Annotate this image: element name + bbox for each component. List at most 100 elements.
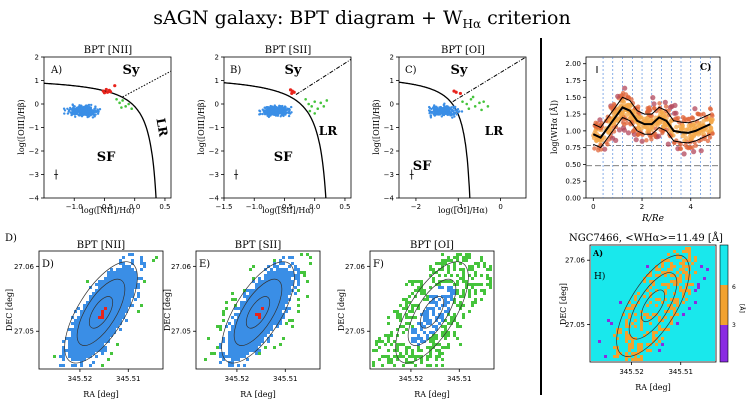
map-nii-pixel	[113, 304, 116, 307]
map-wha-pixel	[676, 277, 679, 280]
wha-point	[644, 138, 649, 143]
map-sii-pixel	[252, 298, 255, 301]
bpt-nii-sf-point	[63, 112, 66, 115]
map-oi-pixel	[450, 289, 453, 292]
map-nii-pixel	[86, 307, 89, 310]
map-oi-pixel	[399, 325, 402, 328]
map-oi-pixel	[474, 298, 477, 301]
map-oi-pixel	[453, 256, 456, 259]
map-oi-pixel	[429, 352, 432, 355]
map-oi-pixel	[417, 349, 420, 352]
map-wha-pixel	[631, 352, 634, 355]
map-oi-pixel	[432, 337, 435, 340]
map-oi-pixel	[405, 283, 408, 286]
colorbar-orange	[720, 285, 728, 325]
map-oi-pixel	[387, 334, 390, 337]
bpt-oi-sf-point	[442, 111, 446, 115]
map-oi-pixel	[486, 268, 489, 271]
map-nii-pixel	[98, 289, 101, 292]
map-nii-pixel	[74, 340, 77, 343]
map-oi-pixel	[426, 337, 429, 340]
bpt-nii-sf-point	[69, 111, 72, 114]
map-wha-pixel	[646, 331, 649, 334]
map-nii-pixel	[116, 283, 119, 286]
map-oi-pixel	[420, 361, 423, 364]
map-sii-pixel	[237, 358, 240, 361]
wha-point	[620, 110, 625, 116]
map-nii-pixel	[137, 283, 140, 286]
bpt-nii-lr-point	[121, 99, 124, 102]
map-sii-pixel	[243, 346, 246, 349]
map-sii-pixel	[240, 340, 243, 343]
map-sii-pixel	[252, 313, 255, 316]
map-oi-pixel	[426, 334, 429, 337]
bpt-sii-sf-point	[279, 105, 282, 108]
map-oi-pixel	[444, 310, 447, 313]
map-wha-pixel	[631, 322, 634, 325]
wha-point	[602, 146, 608, 152]
map-wha-pixel	[694, 289, 697, 292]
bpt-nii-title: BPT [NII]	[84, 45, 132, 56]
map-sii-pixel	[255, 295, 258, 298]
map-sii-pixel	[243, 364, 246, 367]
map-sii-pixel	[240, 313, 243, 316]
map-sii-pixel	[291, 256, 294, 259]
map-sii-pixel	[294, 274, 297, 277]
bpt-nii-sf-point	[66, 107, 69, 111]
map-nii-pixel	[92, 313, 95, 316]
map-nii-pixel	[119, 301, 122, 304]
map-nii-pixel	[116, 319, 119, 322]
map-wha-pixel	[634, 304, 637, 307]
bpt-sii-ytick-label: −4	[209, 195, 220, 203]
map-nii-pixel	[83, 304, 86, 307]
map-oi-pixel	[408, 301, 411, 304]
map-sii-pixel	[285, 277, 288, 280]
map-oi-pixel	[405, 352, 408, 355]
map-nii-pixel	[77, 316, 80, 319]
map-nii-pixel	[101, 292, 104, 295]
map-oi-pixel	[468, 295, 471, 298]
wha-point	[615, 93, 621, 99]
map-nii-pixel	[86, 301, 89, 304]
map-nii-pixel	[125, 283, 128, 286]
map-sii-pixel	[261, 304, 264, 307]
map-sii-pixel	[246, 346, 249, 349]
map-sii-pixel	[267, 325, 270, 328]
map-sii-pixel	[261, 337, 264, 340]
map-nii-pixel	[134, 271, 137, 274]
wha-point	[693, 143, 698, 148]
map-wha-pixel	[691, 283, 694, 286]
map-wha-pixel	[655, 274, 658, 277]
map-nii-pixel	[116, 286, 119, 289]
map-sii-pixel	[261, 307, 264, 310]
map-nii-pixel	[83, 358, 86, 361]
map-oi-pixel	[474, 292, 477, 295]
map-sii-pixel	[237, 322, 240, 325]
bpt-sii-sf-point	[283, 112, 286, 116]
bpt-oi-sy-point	[454, 90, 458, 94]
map-wha-pixel	[625, 358, 628, 361]
map-nii-pixel	[92, 361, 95, 364]
map-sii-pixel	[246, 313, 249, 316]
bpt-oi-ytick-label: −2	[384, 148, 394, 156]
map-sii-pixel	[270, 325, 273, 328]
map-nii-pixel	[98, 331, 101, 334]
wha-profile-frame	[585, 56, 721, 199]
map-sii-pixel	[261, 331, 264, 334]
map-sii-pixel	[210, 352, 213, 355]
map-nii-pixel	[110, 328, 113, 331]
map-sii-pixel	[267, 265, 270, 268]
map-oi-pixel	[486, 277, 489, 280]
map-wha-pixel	[676, 283, 679, 286]
map-wha-pixel	[667, 328, 670, 331]
wha-point	[622, 122, 627, 127]
map-nii-pixel	[92, 346, 95, 349]
map-nii-pixel	[98, 340, 101, 343]
map-oi-pixel	[453, 283, 456, 286]
wha-point	[687, 136, 693, 142]
wha-ytick-label: 1.50	[565, 94, 581, 102]
map-nii-pixel	[95, 313, 98, 316]
bpt-nii-sf-point	[85, 113, 88, 117]
map-oi-pixel	[444, 346, 447, 349]
map-sii-pixel	[234, 322, 237, 325]
